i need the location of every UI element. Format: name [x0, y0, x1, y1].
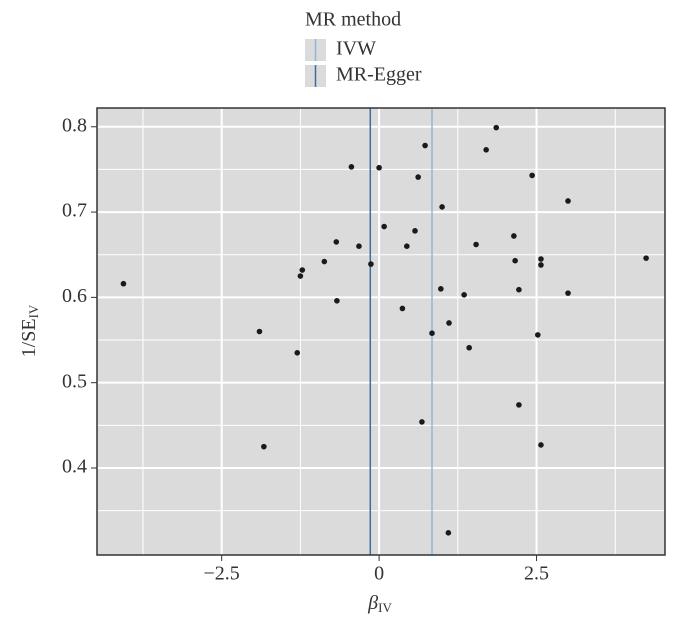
point: [299, 267, 306, 273]
point: [473, 241, 479, 248]
point: [333, 239, 340, 245]
point: [493, 124, 500, 131]
x-axis-label: βIV: [367, 592, 392, 615]
point: [538, 262, 544, 268]
plot-frame: [96, 107, 666, 556]
legend-title: MR method: [305, 9, 401, 31]
point: [376, 164, 382, 171]
point: [445, 530, 452, 536]
point: [368, 261, 374, 267]
point: [321, 258, 328, 265]
y-tick-label: 0.7: [62, 200, 87, 222]
point: [297, 273, 304, 279]
point: [381, 223, 387, 230]
x-tick-label: 0: [374, 563, 384, 585]
point: [404, 243, 410, 249]
point: [419, 419, 425, 425]
point: [429, 330, 435, 337]
grid: [97, 108, 665, 555]
x-tick-label: −2.5: [204, 563, 240, 585]
y-tick-label: 0.8: [62, 114, 87, 136]
point: [415, 174, 421, 180]
point: [529, 172, 535, 179]
x-tick-label: 2.5: [524, 563, 549, 585]
point: [399, 305, 406, 312]
y-tick-label: 0.5: [62, 370, 87, 392]
y-label-main: 1/SE: [18, 318, 40, 357]
point: [446, 320, 452, 326]
point: [461, 292, 467, 298]
point: [538, 442, 544, 448]
point: [643, 255, 649, 261]
y-axis-label: 1/SEIV: [18, 304, 41, 357]
point: [483, 146, 489, 153]
point: [120, 280, 127, 287]
point: [356, 243, 362, 249]
point: [334, 297, 340, 304]
x-label-main: β: [367, 592, 378, 614]
point: [466, 344, 472, 351]
point: [534, 332, 541, 338]
y-tick-label: 0.4: [62, 456, 87, 478]
legend-label: IVW: [336, 38, 376, 60]
point: [412, 228, 418, 234]
y-label-sub: IV: [26, 304, 41, 318]
point: [516, 402, 522, 408]
point: [256, 328, 263, 335]
y-tick-label: 0.6: [62, 285, 87, 307]
point: [511, 233, 517, 239]
point: [439, 204, 445, 210]
x-label-sub: IV: [378, 600, 392, 615]
point: [512, 257, 518, 264]
point: [565, 290, 571, 296]
point: [438, 286, 444, 292]
point: [516, 286, 522, 293]
point: [422, 142, 428, 149]
point: [261, 443, 267, 450]
point: [565, 198, 571, 204]
point: [294, 350, 301, 356]
point: [348, 164, 355, 170]
point: [538, 256, 544, 262]
legend-label: MR-Egger: [336, 64, 422, 86]
plot-background: [97, 108, 665, 555]
marks: [120, 108, 649, 555]
